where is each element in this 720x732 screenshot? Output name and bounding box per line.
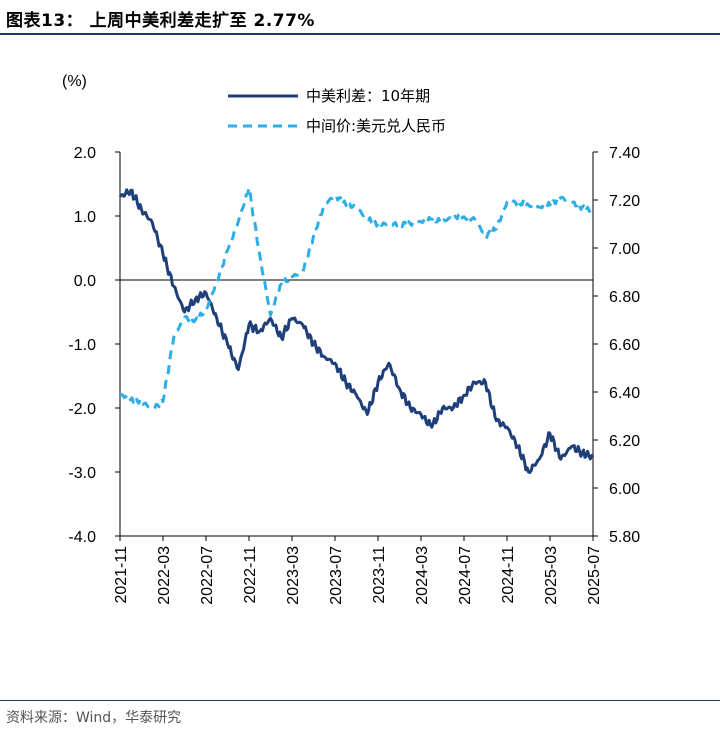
x-tick-label: 2022-11: [242, 546, 259, 604]
y-unit-label: (%): [62, 73, 87, 90]
y-right-tick-label: 7.20: [609, 193, 640, 210]
x-tick-label: 2025-07: [586, 546, 603, 605]
x-tick-label: 2023-03: [285, 546, 302, 605]
x-tick-label: 2024-07: [457, 546, 474, 605]
y-left-tick-label: -1.0: [68, 337, 96, 354]
y-left-tick-label: 0.0: [74, 273, 96, 290]
y-right-tick-label: 6.80: [609, 289, 640, 306]
x-tick-label: 2024-03: [414, 546, 431, 605]
series-line-fx: [119, 186, 595, 411]
y-right-tick-label: 5.80: [609, 529, 640, 546]
x-tick-label: 2022-03: [156, 546, 173, 605]
y-left-tick-label: -2.0: [68, 401, 96, 418]
source-note: 资料来源：Wind，华泰研究: [6, 710, 182, 726]
x-tick-label: 2023-11: [371, 546, 388, 604]
axes-group: 2.0 1.0 0.0 -1.0 -2.0 -3.0 -4.0 7.40 7.20 7.00 6.8…: [68, 145, 640, 605]
y-right-tick-label: 6.40: [609, 385, 640, 402]
legend-label-spread: 中美利差：10年期: [306, 87, 430, 105]
y-right-tick-label: 7.40: [609, 145, 640, 162]
x-tick-label: 2022-07: [199, 546, 216, 605]
y-left-tick-label: -3.0: [68, 465, 96, 482]
chart-title: 图表13： 上周中美利差走扩至 2.77%: [6, 11, 315, 31]
x-tick-label: 2023-07: [328, 546, 345, 605]
y-right-tick-label: 6.00: [609, 481, 640, 498]
legend: (%) 中美利差：10年期 中间价:美元兑人民币: [62, 73, 446, 135]
legend-label-fx: 中间价:美元兑人民币: [306, 117, 446, 135]
x-tick-label: 2024-11: [500, 546, 517, 604]
series-layer: [118, 186, 595, 474]
y-right-tick-label: 6.20: [609, 433, 640, 450]
title-divider: [0, 33, 720, 35]
x-tick-label: 2025-03: [543, 546, 560, 605]
line-chart: 2.0 1.0 0.0 -1.0 -2.0 -3.0 -4.0 7.40 7.20 7.00 6.8…: [62, 73, 640, 605]
y-right-tick-label: 7.00: [609, 241, 640, 258]
source-divider: [0, 700, 720, 701]
series-line-spread: [118, 188, 595, 474]
y-left-tick-label: 1.0: [74, 209, 96, 226]
x-tick-label: 2021-11: [113, 546, 130, 604]
y-left-tick-label: 2.0: [74, 145, 96, 162]
y-right-tick-label: 6.60: [609, 337, 640, 354]
y-left-tick-label: -4.0: [68, 529, 96, 546]
